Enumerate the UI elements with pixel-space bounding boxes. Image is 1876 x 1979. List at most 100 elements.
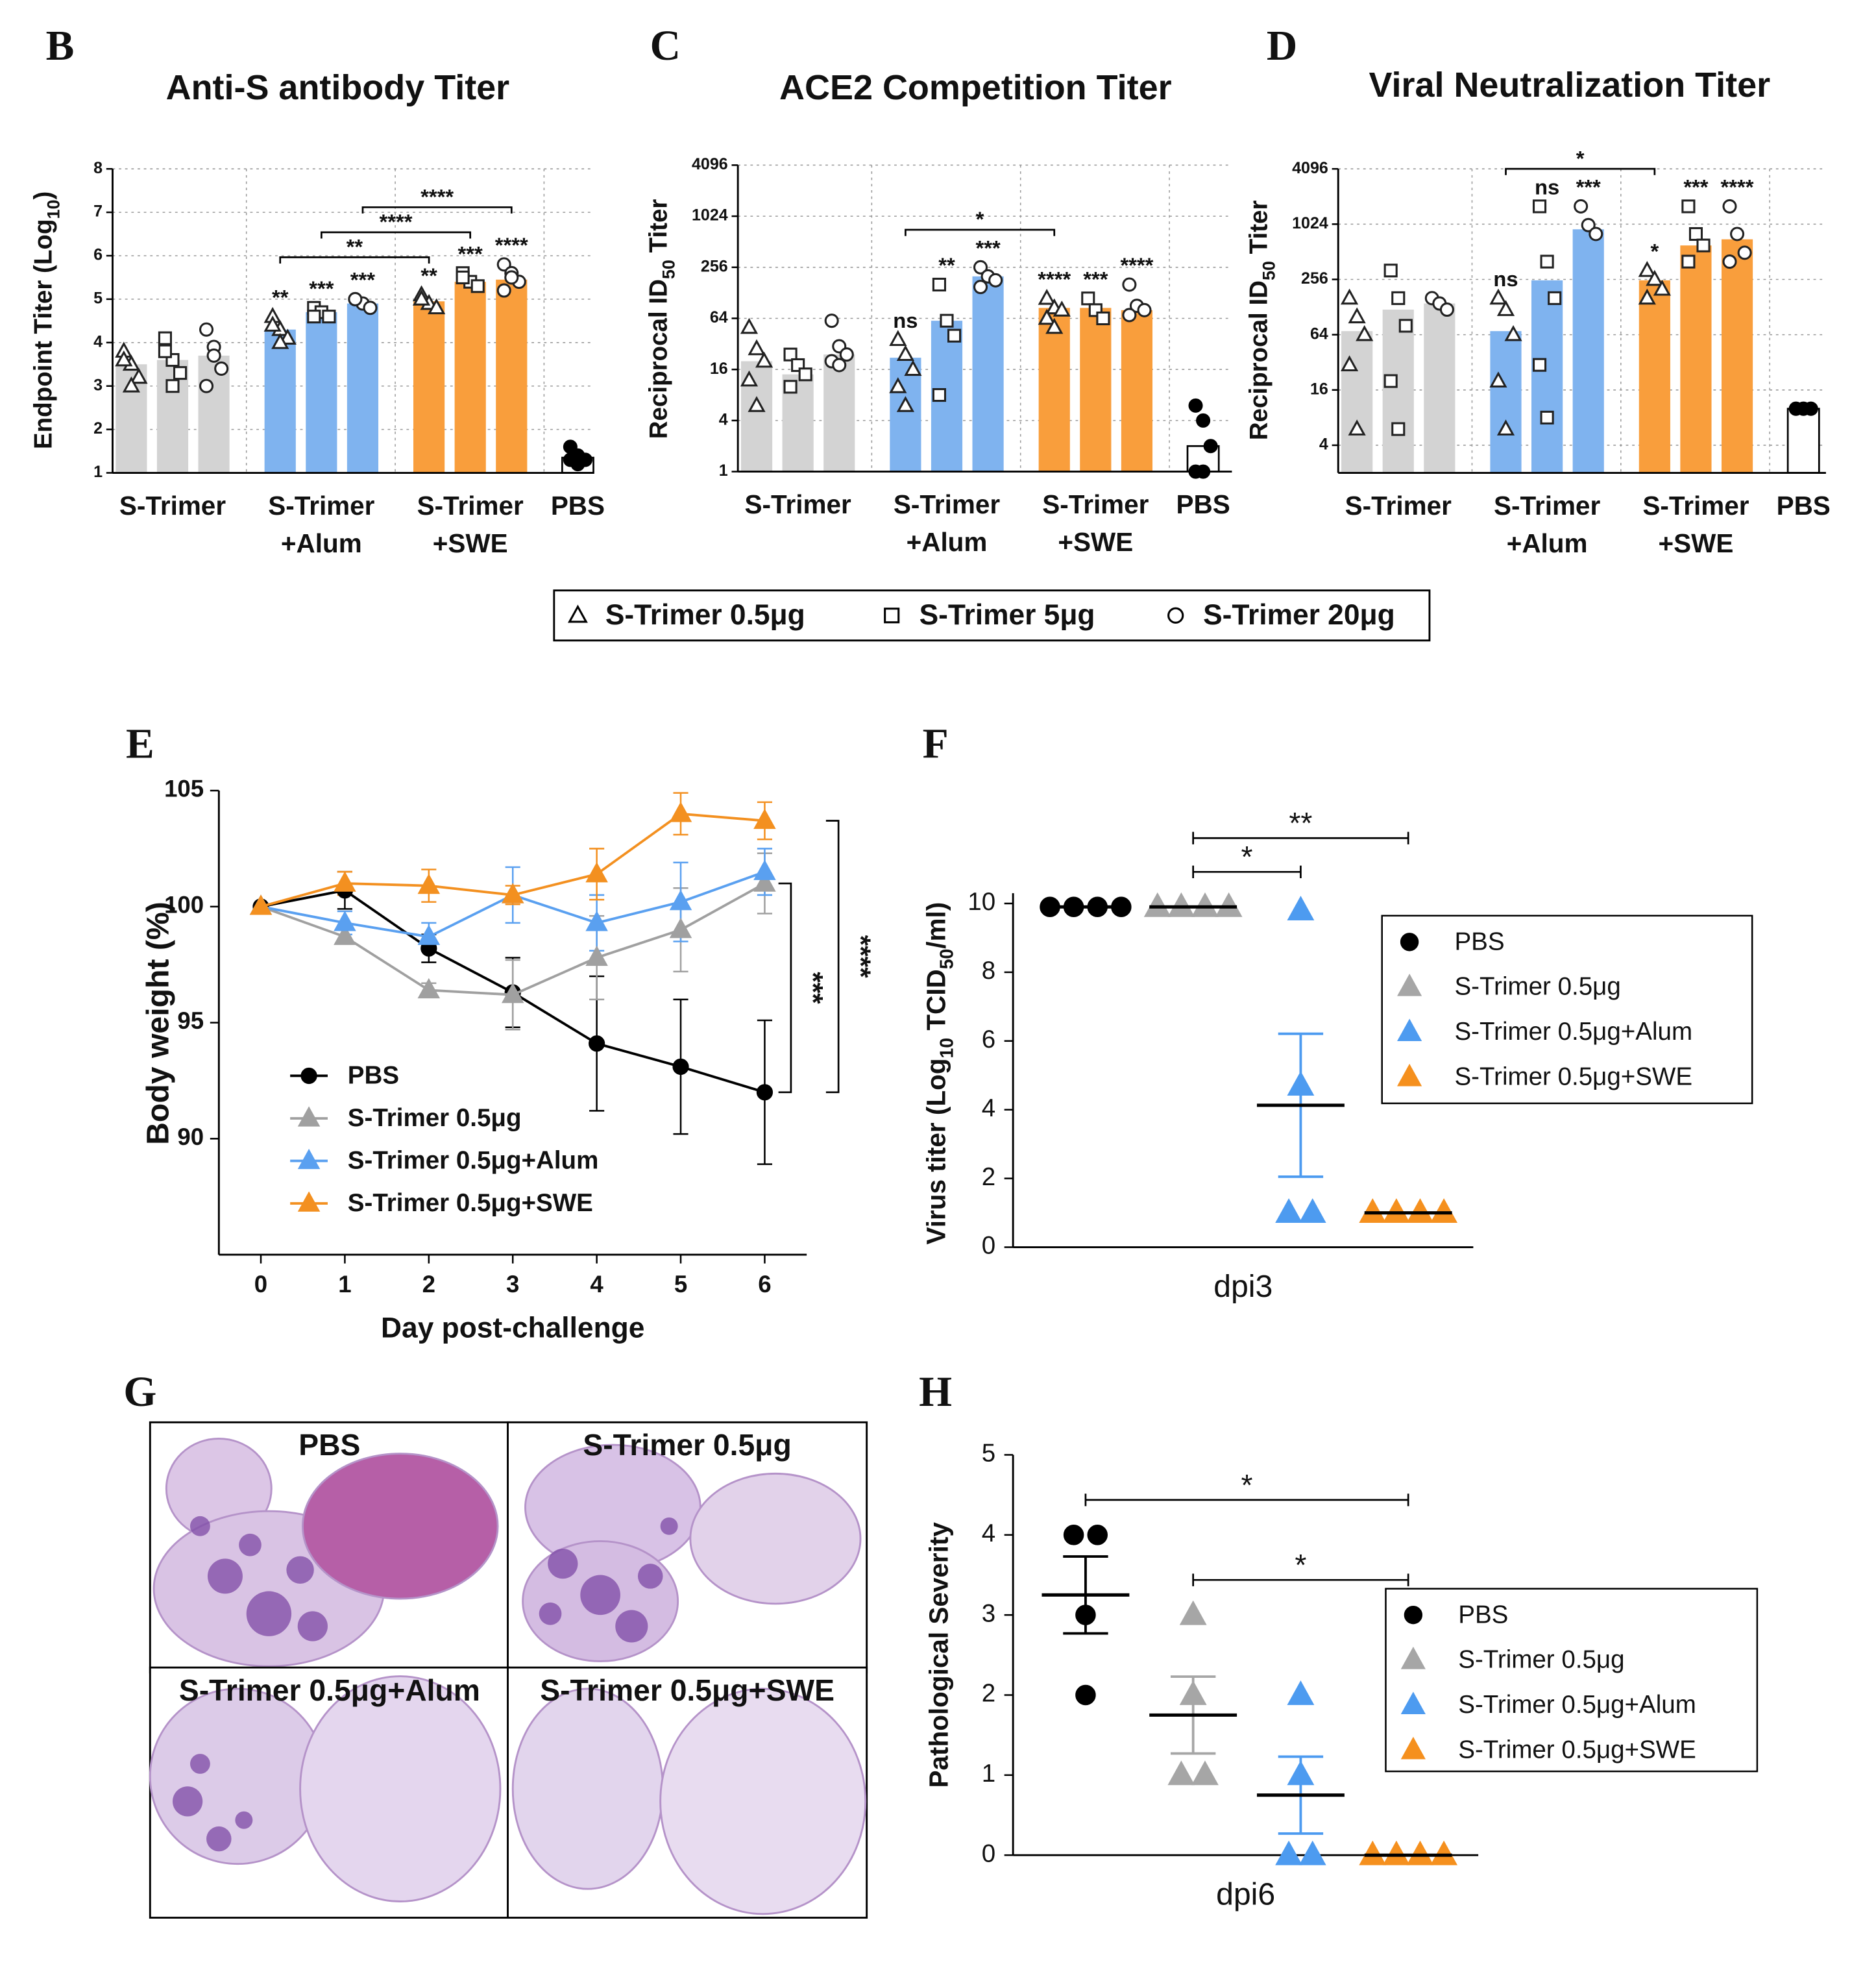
data-point (1340, 355, 1359, 372)
comparison-label: **** (420, 184, 454, 208)
significance-label: ** (272, 285, 289, 309)
panel-letter: H (919, 1369, 952, 1416)
data-point (585, 945, 608, 966)
data-point (1581, 217, 1596, 232)
data-point (1188, 398, 1203, 413)
legend-marker (1397, 974, 1422, 996)
data-point (1359, 1198, 1387, 1223)
x-tick-label: +SWE (433, 528, 508, 558)
bar (972, 276, 1004, 472)
data-point (1383, 374, 1398, 388)
y-tick-label: 4096 (1292, 159, 1328, 177)
bar (1638, 280, 1670, 473)
legend-label: S-Trimer 0.5μg+SWE (1454, 1063, 1692, 1091)
panel-letter: C (650, 23, 681, 69)
bar (823, 354, 855, 472)
data-point (753, 808, 776, 830)
data-point (417, 874, 441, 894)
data-point (417, 977, 441, 999)
data-point (412, 289, 431, 306)
label-part: ) (30, 191, 58, 200)
data-point (1489, 288, 1507, 305)
data-point (1196, 413, 1211, 428)
data-point (1179, 1600, 1207, 1625)
data-point (1081, 291, 1095, 306)
panel-letter: F (923, 721, 949, 768)
data-point (130, 367, 148, 384)
inflammation-spot (286, 1556, 314, 1584)
data-point (1053, 301, 1071, 317)
comparison-bracket (1192, 865, 1302, 878)
data-point (456, 270, 470, 285)
data-point (1646, 269, 1664, 286)
y-tick-label: 6 (982, 1026, 995, 1053)
inflammation-spot (246, 1591, 292, 1636)
y-tick-label: 5 (93, 289, 103, 308)
tile-label: PBS (298, 1428, 360, 1462)
data-point (1722, 254, 1737, 269)
x-tick-label: 1 (338, 1271, 351, 1297)
significance-label: * (1650, 239, 1659, 263)
legend-marker (1400, 1691, 1426, 1714)
data-point (1215, 892, 1243, 917)
legend-marker (297, 1148, 321, 1170)
significance-label: ns (1493, 267, 1518, 291)
comparison-label: ** (1289, 806, 1312, 840)
data-point (1398, 319, 1413, 333)
bar (1341, 331, 1373, 473)
data-point (798, 367, 812, 382)
label-part: 50 (1260, 261, 1279, 280)
data-point (1722, 199, 1737, 214)
comparison-bracket (361, 206, 513, 214)
data-point (1540, 254, 1554, 269)
legend-marker (1167, 607, 1184, 624)
y-tick-label: 5 (982, 1440, 995, 1468)
y-tick-label: 2 (93, 419, 103, 437)
significance-label: **** (1120, 253, 1153, 277)
data-point (669, 890, 692, 911)
data-point (1688, 227, 1703, 241)
data-point (501, 883, 524, 903)
data-point (1087, 1525, 1108, 1545)
legend-label: S-Trimer 0.5μg (1454, 973, 1620, 1001)
y-tick-label: 10 (968, 888, 995, 916)
data-point (501, 983, 524, 1003)
x-tick-label: +Alum (281, 528, 362, 558)
data-point (740, 370, 759, 387)
tile-label: S-Trimer 0.5μg (583, 1428, 791, 1462)
y-tick-label: 100 (164, 891, 204, 918)
bar (1490, 331, 1522, 473)
panel-letter: B (46, 23, 75, 69)
label-part: Body weight (%) (140, 902, 175, 1145)
bar (1531, 280, 1563, 473)
data-point (1696, 238, 1711, 252)
legend-label: S-Trimer 0.5μg (1458, 1646, 1624, 1674)
significance-label: *** (350, 268, 375, 292)
tile-label: S-Trimer 0.5μg+SWE (540, 1673, 834, 1707)
data-point (1406, 1198, 1434, 1223)
data-point (334, 924, 356, 945)
data-point (206, 348, 221, 363)
data-point (1122, 277, 1137, 292)
legend-label: S-Trimer 0.5μg+SWE (348, 1189, 593, 1217)
data-point (756, 1084, 774, 1101)
data-point (1382, 1198, 1410, 1223)
significance-label: **** (495, 233, 528, 257)
data-point (755, 351, 774, 368)
chart-title: ACE2 Competition Titer (779, 68, 1172, 107)
y-tick-label: 4096 (692, 155, 728, 173)
significance-label: *** (309, 277, 334, 301)
legend-label: S-Trimer 20μg (1203, 599, 1395, 631)
bar (1786, 408, 1820, 474)
legend-label: S-Trimer 0.5μg+SWE (1458, 1736, 1696, 1764)
data-point (973, 260, 988, 275)
data-point (1356, 325, 1374, 341)
legend-marker (297, 1106, 321, 1127)
panel-letter: G (123, 1369, 156, 1416)
data-point (669, 802, 692, 822)
inflammation-spot (580, 1575, 620, 1616)
x-tick-label: PBS (1777, 491, 1831, 521)
x-tick-label: 4 (590, 1271, 603, 1297)
lung-lobe (301, 1453, 499, 1600)
data-point (158, 344, 172, 358)
